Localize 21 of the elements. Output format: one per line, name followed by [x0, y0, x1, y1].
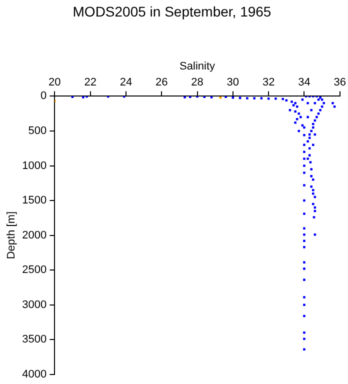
x-tick-label: 36: [334, 76, 346, 89]
y-tick-label: 2500: [22, 264, 47, 276]
x-tick-label: 20: [48, 76, 61, 89]
x-axis-title: Salinity: [180, 60, 216, 72]
y-tick-label: 4000: [22, 368, 47, 380]
y-tick-label: 3000: [22, 298, 47, 311]
y-tick-label: 3500: [22, 334, 47, 346]
y-tick-label: 1500: [22, 194, 47, 207]
y-tick-label: 500: [28, 125, 47, 138]
x-tick-label: 28: [191, 76, 204, 89]
x-tick-label: 24: [120, 76, 132, 89]
x-tick-label: 22: [84, 76, 96, 89]
x-tick-label: 30: [226, 76, 240, 89]
y-tick-label: 2000: [22, 229, 47, 242]
x-tick-label: 32: [262, 76, 275, 89]
y-axis-title: Depth [m]: [6, 211, 18, 260]
y-tick-label: 0: [40, 90, 47, 102]
x-tick-label: 34: [298, 76, 310, 89]
y-tick-label: 1000: [22, 160, 47, 172]
x-tick-label: 26: [156, 76, 168, 89]
chart-title: MODS2005 in September, 1965: [72, 3, 272, 20]
